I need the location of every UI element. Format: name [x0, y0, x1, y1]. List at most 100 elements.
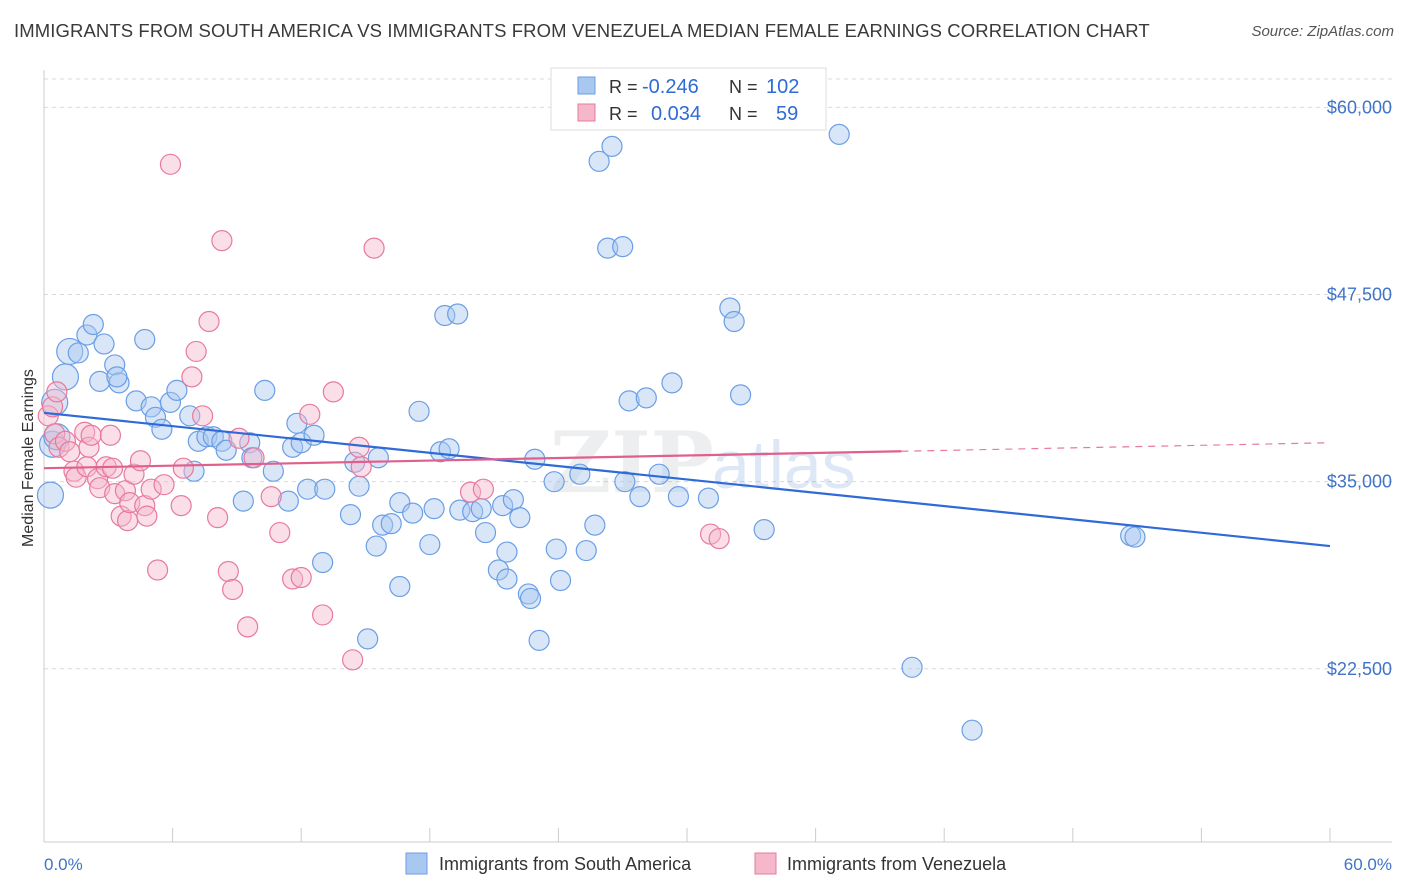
point-venezuela — [48, 436, 70, 458]
point-south-america — [588, 150, 610, 172]
watermark-atlas: atlas — [712, 427, 856, 503]
series-legend: Immigrants from South America Immigrants… — [405, 852, 1007, 875]
point-south-america — [312, 551, 334, 574]
legend-label-venezuela: Immigrants from Venezuela — [787, 854, 1007, 874]
point-venezuela — [116, 510, 139, 532]
point-venezuela — [243, 447, 265, 469]
point-venezuela — [192, 405, 214, 427]
point-venezuela — [217, 560, 239, 583]
point-south-america — [496, 568, 518, 590]
point-venezuela — [46, 381, 68, 403]
x-tick-label-min: 0.0% — [44, 855, 83, 874]
x-tick-label-max: 60.0% — [1344, 855, 1392, 874]
point-south-america — [365, 535, 387, 557]
point-south-america — [372, 514, 394, 536]
data-points — [36, 123, 1146, 741]
watermark-zip: ZIP — [550, 413, 714, 512]
stats-legend-swatch-venezuela — [577, 103, 596, 122]
point-venezuela — [101, 457, 124, 479]
point-south-america — [612, 236, 634, 258]
chart-title: IMMIGRANTS FROM SOUTH AMERICA VS IMMIGRA… — [14, 20, 1150, 41]
point-venezuela — [159, 153, 182, 175]
point-venezuela — [260, 486, 282, 508]
point-south-america — [93, 333, 115, 355]
point-south-america — [648, 463, 670, 485]
point-south-america — [429, 441, 452, 463]
point-venezuela — [363, 237, 385, 259]
point-venezuela — [342, 649, 364, 671]
point-south-america — [487, 559, 509, 581]
point-venezuela — [282, 568, 304, 590]
point-south-america — [667, 486, 690, 508]
point-south-america — [753, 518, 775, 541]
point-south-america — [961, 719, 983, 741]
point-venezuela — [44, 423, 66, 445]
point-venezuela — [114, 480, 137, 502]
point-south-america — [254, 379, 276, 401]
y-tick-label: $60,000 — [1327, 97, 1392, 117]
point-south-america — [509, 507, 531, 529]
point-south-america — [723, 310, 745, 333]
y-tick-label: $22,500 — [1327, 659, 1392, 679]
point-south-america — [543, 471, 565, 493]
point-south-america — [447, 303, 469, 325]
point-venezuela — [146, 559, 169, 581]
y-axis-title: Median Female Earnings — [20, 369, 37, 547]
point-south-america — [423, 498, 445, 520]
point-venezuela — [140, 478, 162, 500]
point-venezuela — [299, 403, 321, 425]
point-south-america — [277, 490, 299, 512]
point-south-america — [575, 539, 597, 562]
point-venezuela — [350, 456, 372, 478]
point-south-america — [262, 460, 284, 482]
point-venezuela — [472, 478, 494, 500]
point-south-america — [419, 533, 441, 556]
point-south-america — [408, 400, 430, 422]
point-venezuela — [322, 381, 344, 403]
point-south-america — [89, 370, 111, 392]
point-venezuela — [290, 566, 312, 589]
y-tick-label: $47,500 — [1327, 285, 1392, 305]
point-venezuela — [86, 468, 109, 490]
gridlines — [44, 78, 1392, 670]
point-venezuela — [153, 474, 175, 496]
point-south-america — [492, 495, 514, 517]
point-south-america — [729, 384, 752, 406]
point-south-america — [36, 481, 65, 509]
point-venezuela — [269, 521, 291, 544]
point-south-america — [528, 629, 550, 651]
point-venezuela — [129, 450, 152, 472]
point-south-america — [635, 387, 657, 409]
point-south-america — [134, 328, 156, 351]
point-south-america — [144, 406, 167, 428]
point-venezuela — [207, 507, 229, 529]
point-south-america — [380, 512, 402, 535]
point-south-america — [661, 372, 683, 394]
stats-n-value-1: 102 — [766, 76, 799, 98]
point-south-america — [828, 123, 850, 145]
point-south-america — [151, 418, 173, 440]
point-venezuela — [123, 463, 145, 485]
stats-r-label-2: R = — [609, 104, 638, 124]
point-south-america — [601, 135, 623, 157]
point-south-america — [82, 313, 104, 336]
point-south-america — [339, 504, 362, 526]
point-south-america — [629, 486, 651, 508]
axes — [43, 70, 1392, 843]
point-venezuela — [708, 527, 730, 550]
point-south-america — [106, 366, 128, 388]
point-south-america — [719, 297, 741, 319]
source-label: Source: ZipAtlas.com — [1251, 23, 1394, 40]
stats-legend: R = -0.246 N = 102 R = 0.034 N = 59 — [550, 67, 827, 131]
point-south-america — [179, 405, 201, 427]
point-venezuela — [459, 481, 482, 503]
point-south-america — [159, 391, 182, 413]
point-south-america — [232, 490, 254, 512]
stats-legend-swatch-south-america — [577, 76, 596, 95]
point-south-america — [519, 587, 542, 610]
point-venezuela — [80, 424, 102, 446]
trend-line-venezuela — [43, 450, 902, 470]
point-venezuela — [59, 441, 81, 463]
stats-n-label-2: N = — [729, 104, 758, 124]
